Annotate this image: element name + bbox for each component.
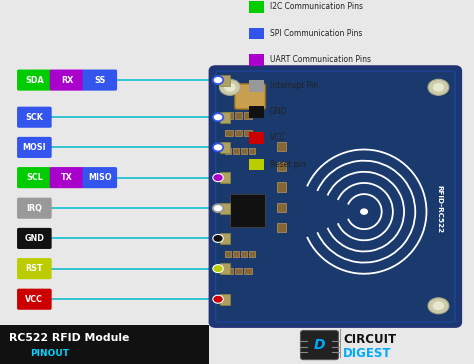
- Circle shape: [213, 143, 223, 151]
- Bar: [235, 130, 242, 136]
- Bar: [277, 223, 286, 232]
- Circle shape: [433, 83, 444, 92]
- Text: SS: SS: [94, 76, 105, 84]
- Bar: [225, 251, 231, 257]
- Text: IRQ: IRQ: [27, 204, 42, 213]
- Bar: [249, 251, 255, 257]
- Circle shape: [213, 234, 223, 242]
- Bar: [220, 203, 230, 214]
- Bar: [249, 54, 264, 66]
- Bar: [233, 148, 239, 154]
- Bar: [235, 112, 242, 119]
- Bar: [277, 202, 286, 211]
- Bar: [220, 172, 230, 183]
- Bar: [220, 294, 230, 305]
- Bar: [220, 142, 230, 153]
- FancyBboxPatch shape: [17, 198, 52, 219]
- Text: RST: RST: [26, 264, 43, 273]
- FancyBboxPatch shape: [210, 67, 461, 327]
- FancyBboxPatch shape: [17, 289, 52, 310]
- Bar: [277, 162, 286, 171]
- Circle shape: [213, 295, 223, 303]
- Circle shape: [213, 76, 223, 84]
- Text: VCC: VCC: [26, 295, 43, 304]
- Circle shape: [213, 204, 223, 212]
- Bar: [225, 148, 231, 154]
- Text: RX: RX: [61, 76, 73, 84]
- Bar: [277, 142, 286, 151]
- Text: GND: GND: [25, 234, 44, 243]
- FancyBboxPatch shape: [17, 107, 52, 128]
- Text: UART Communication Pins: UART Communication Pins: [270, 55, 371, 64]
- Text: SPI Communication Pins: SPI Communication Pins: [270, 29, 362, 37]
- Circle shape: [224, 83, 236, 92]
- Circle shape: [428, 79, 449, 95]
- Bar: [220, 263, 230, 274]
- FancyBboxPatch shape: [17, 167, 52, 188]
- FancyBboxPatch shape: [301, 331, 338, 360]
- Bar: [235, 268, 242, 274]
- Bar: [244, 130, 252, 136]
- FancyBboxPatch shape: [82, 167, 117, 188]
- Text: SCK: SCK: [26, 113, 43, 122]
- Bar: [241, 148, 247, 154]
- Bar: [249, 159, 264, 170]
- Circle shape: [428, 298, 449, 314]
- Bar: [244, 112, 252, 119]
- Bar: [220, 233, 230, 244]
- Text: TX: TX: [61, 173, 73, 182]
- Text: VCC: VCC: [270, 134, 285, 142]
- Text: DIGEST: DIGEST: [343, 347, 392, 360]
- Circle shape: [219, 79, 240, 95]
- FancyBboxPatch shape: [17, 258, 52, 279]
- Text: Reset pin: Reset pin: [270, 160, 305, 169]
- Bar: [0, 325, 209, 364]
- Bar: [220, 112, 230, 123]
- Text: SDA: SDA: [25, 76, 44, 84]
- Bar: [249, 1, 264, 13]
- Circle shape: [213, 174, 223, 182]
- Bar: [249, 148, 255, 154]
- Bar: [241, 251, 247, 257]
- Bar: [277, 182, 286, 191]
- Bar: [244, 268, 252, 274]
- FancyBboxPatch shape: [17, 228, 52, 249]
- Text: CIRCUIT: CIRCUIT: [343, 333, 396, 346]
- Bar: [225, 112, 233, 119]
- Text: D: D: [314, 338, 325, 352]
- Bar: [249, 132, 264, 144]
- FancyBboxPatch shape: [235, 84, 265, 109]
- Bar: [249, 28, 264, 39]
- Bar: [225, 268, 233, 274]
- Circle shape: [433, 301, 444, 310]
- Text: MISO: MISO: [88, 173, 111, 182]
- FancyBboxPatch shape: [82, 70, 117, 91]
- Circle shape: [361, 209, 367, 214]
- Text: MOSI: MOSI: [23, 143, 46, 152]
- Text: I2C Communication Pins: I2C Communication Pins: [270, 3, 363, 11]
- Bar: [249, 106, 264, 118]
- Text: Interrupt Pin: Interrupt Pin: [270, 81, 318, 90]
- FancyBboxPatch shape: [17, 70, 52, 91]
- Text: RC522 RFID Module: RC522 RFID Module: [9, 333, 129, 343]
- Text: RFID-RC522: RFID-RC522: [437, 185, 443, 233]
- FancyBboxPatch shape: [50, 167, 84, 188]
- Bar: [225, 130, 233, 136]
- Circle shape: [213, 113, 223, 121]
- Bar: [230, 194, 265, 227]
- Circle shape: [213, 265, 223, 273]
- Bar: [220, 75, 230, 86]
- Text: PINOUT: PINOUT: [30, 349, 69, 358]
- Text: SCL: SCL: [26, 173, 43, 182]
- Text: GND: GND: [270, 107, 287, 116]
- Bar: [249, 80, 264, 92]
- FancyBboxPatch shape: [17, 137, 52, 158]
- Bar: [233, 251, 239, 257]
- FancyBboxPatch shape: [50, 70, 84, 91]
